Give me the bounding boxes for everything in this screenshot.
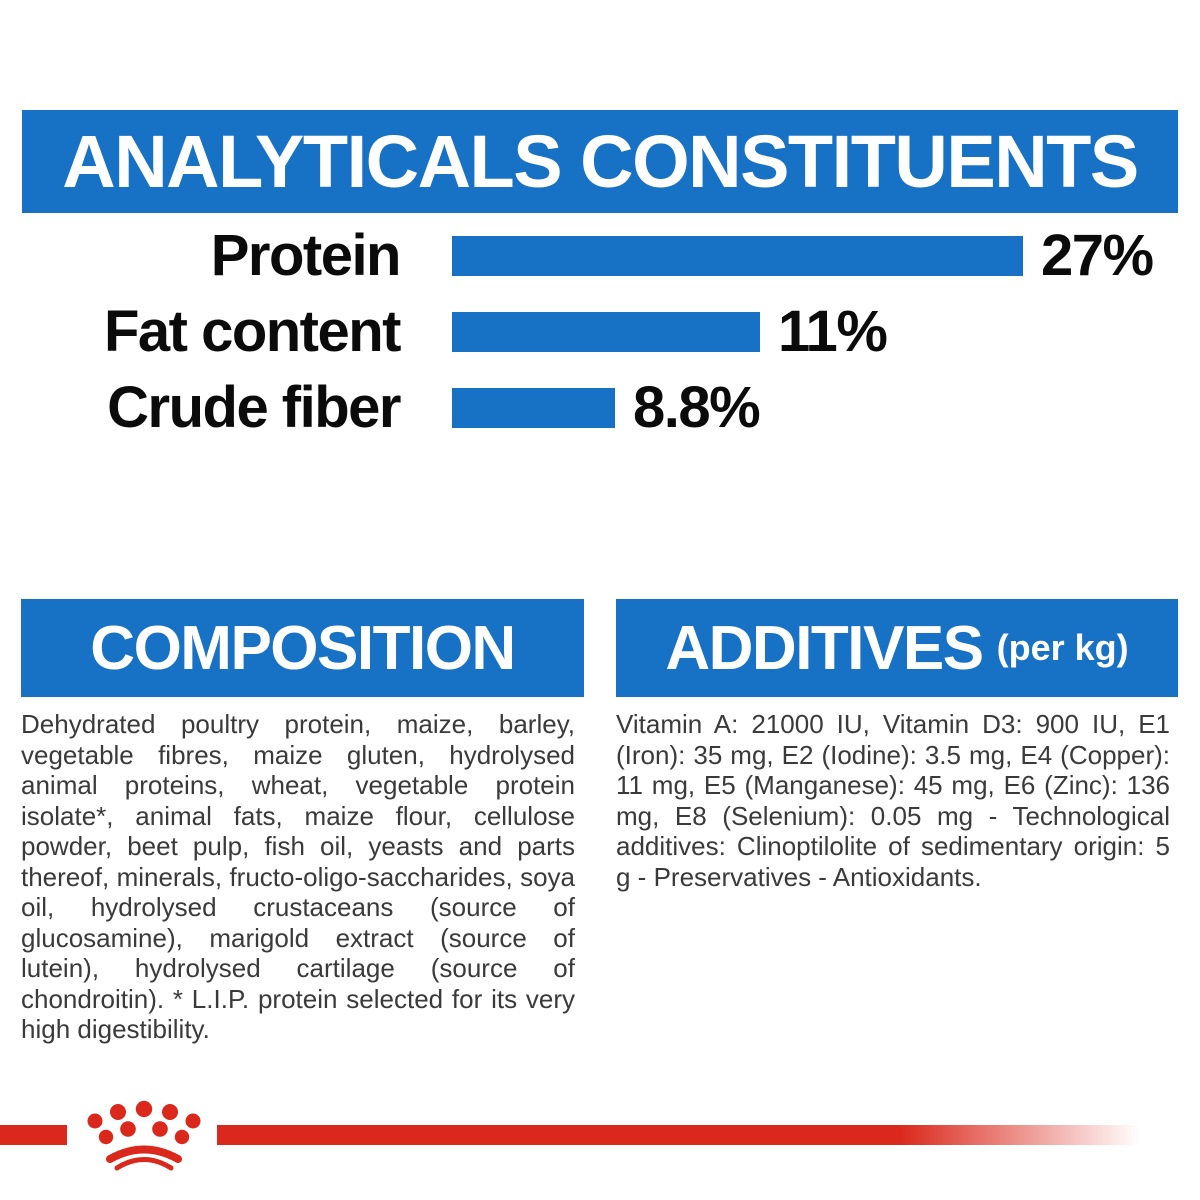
composition-section: COMPOSITION Dehydrated poultry protein, … — [21, 599, 584, 1045]
additives-text: Vitamin A: 21000 IU, Vitamin D3: 900 IU,… — [616, 709, 1170, 892]
chart-category-label: Crude fiber — [107, 375, 401, 440]
chart-bar — [452, 388, 615, 428]
footer-red-rule-left — [0, 1125, 67, 1145]
chart-row: Fat content 11% — [0, 299, 1200, 364]
chart-value-label: 8.8% — [633, 375, 761, 440]
analyticals-header-bar: ANALYTICALS CONSTITUENTS — [22, 110, 1178, 213]
additives-section: ADDITIVES (per kg) Vitamin A: 21000 IU, … — [616, 599, 1178, 892]
additives-title-suffix: (per kg) — [996, 627, 1129, 668]
chart-row: Crude fiber 8.8% — [0, 375, 1200, 440]
chart-value-label: 11% — [778, 299, 888, 364]
additives-header-bar: ADDITIVES (per kg) — [616, 599, 1178, 697]
composition-header-bar: COMPOSITION — [21, 599, 584, 697]
chart-category-label: Fat content — [103, 299, 402, 364]
analyticals-bar-chart: Protein 27% Fat content 11% Crude fiber 8.8% — [0, 223, 1200, 464]
chart-bar — [452, 312, 760, 352]
chart-value-label: 27% — [1041, 223, 1154, 288]
chart-row: Protein 27% — [0, 223, 1200, 288]
analyticals-title: ANALYTICALS CONSTITUENTS — [62, 120, 1139, 203]
royal-canin-crown-icon — [87, 1100, 201, 1171]
footer-red-rule-right — [217, 1125, 1140, 1145]
composition-text: Dehydrated poultry protein, maize, barle… — [21, 709, 575, 1044]
composition-title: COMPOSITION — [90, 613, 516, 683]
chart-category-label: Protein — [210, 223, 402, 288]
chart-bar — [452, 236, 1023, 276]
additives-title: ADDITIVES — [665, 613, 984, 683]
